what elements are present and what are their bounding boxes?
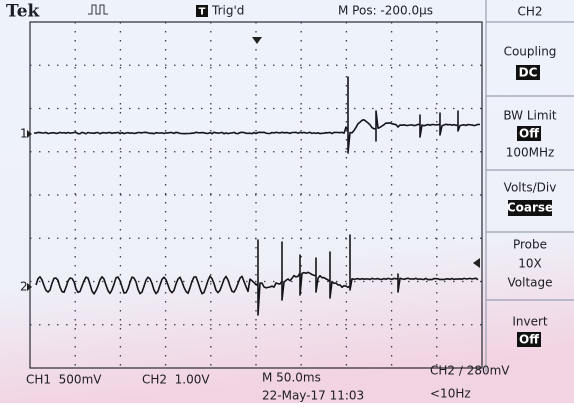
trigger-level-marker [473, 258, 480, 268]
menu-label: Volts/Div [504, 181, 557, 195]
menu-title: CH2 [517, 5, 542, 19]
ch1-trace [33, 76, 481, 154]
trigger-icon-box [196, 5, 208, 17]
menu-detail: 10X [518, 257, 542, 271]
value-box [516, 65, 540, 80]
menu-label: Invert [512, 315, 548, 329]
ch2-trace [35, 234, 479, 316]
channel-arrow [27, 283, 32, 291]
menu-label: Probe [513, 238, 547, 252]
trigger-setting: CH2 ∕ 280mV [430, 364, 510, 378]
menu-label: Coupling [504, 45, 557, 59]
timebase: M 50.0ms [262, 371, 321, 385]
date: 22-May-17 11:03 [262, 389, 364, 403]
channel-marker: 2 [20, 280, 28, 294]
menu-detail: 100MHz [506, 146, 555, 160]
value-box [517, 126, 541, 141]
menu-detail: Voltage [507, 276, 552, 290]
menu-label: BW Limit [503, 109, 557, 123]
menu-value[interactable]: Off [519, 127, 539, 141]
menu-value[interactable]: Off [519, 333, 539, 347]
position: M Pos: -200.0µs [338, 4, 433, 18]
channel-arrow [27, 130, 32, 138]
brand: Tek [6, 2, 41, 22]
value-box [517, 332, 541, 347]
trigger-position-marker [252, 37, 262, 44]
trigger-type-icon [88, 4, 108, 15]
trigger-icon: T [199, 7, 206, 18]
menu-value[interactable]: DC [519, 66, 538, 80]
ch1-scale: CH1 500mV [26, 373, 102, 387]
ch2-scale: CH2 1.00V [142, 373, 210, 387]
menu-value[interactable]: Coarse [507, 201, 553, 215]
graticule [30, 22, 482, 368]
trigger-status: Trig'd [211, 4, 244, 18]
frequency: <10Hz [430, 387, 471, 401]
channel-marker: 1 [20, 127, 28, 141]
value-box [508, 200, 552, 216]
